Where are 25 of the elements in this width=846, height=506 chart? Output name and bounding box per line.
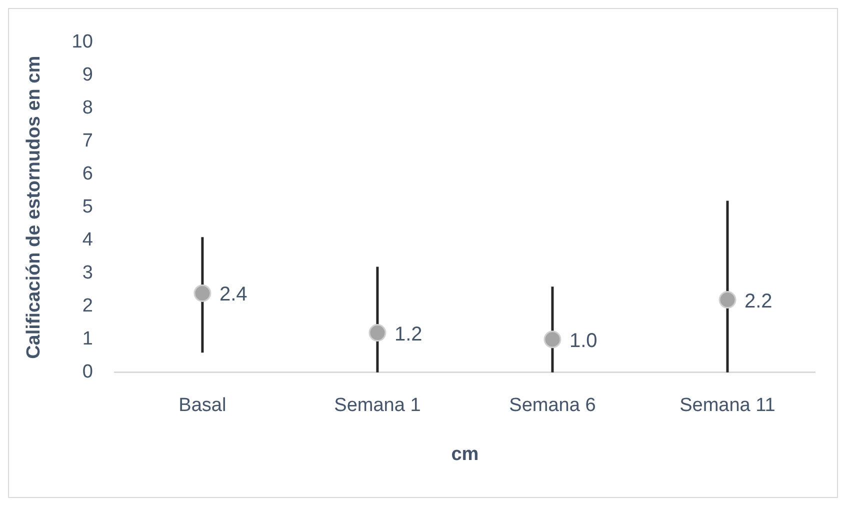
x-tick-label: Semana 11 (680, 395, 776, 416)
x-tick-label: Basal (178, 395, 226, 416)
y-tick-label: 3 (82, 262, 93, 284)
x-tick-label: Semana 6 (509, 395, 596, 416)
data-label: 2.2 (744, 290, 772, 312)
y-tick-label: 1 (82, 328, 93, 350)
data-label: 1.2 (394, 323, 422, 346)
y-tick-label: 8 (82, 98, 93, 119)
y-tick-label: 6 (82, 164, 93, 185)
y-tick-label: 2 (82, 296, 93, 317)
x-tick-label: Semana 1 (334, 395, 421, 416)
y-tick-label: 10 (72, 32, 93, 53)
y-axis-title: Calificación de estornudos en cm (24, 56, 45, 359)
data-label: 2.4 (219, 284, 248, 306)
point (194, 284, 212, 302)
y-tick-label: 9 (82, 64, 93, 86)
y-tick-label: 0 (82, 362, 93, 383)
data-label: 1.0 (569, 330, 598, 352)
x-axis-title: cm (451, 444, 479, 465)
point (718, 291, 736, 309)
y-tick-label: 5 (82, 196, 93, 218)
y-tick-label: 7 (82, 130, 93, 152)
y-tick-label: 4 (82, 230, 94, 251)
point (368, 324, 386, 342)
point (544, 330, 562, 348)
